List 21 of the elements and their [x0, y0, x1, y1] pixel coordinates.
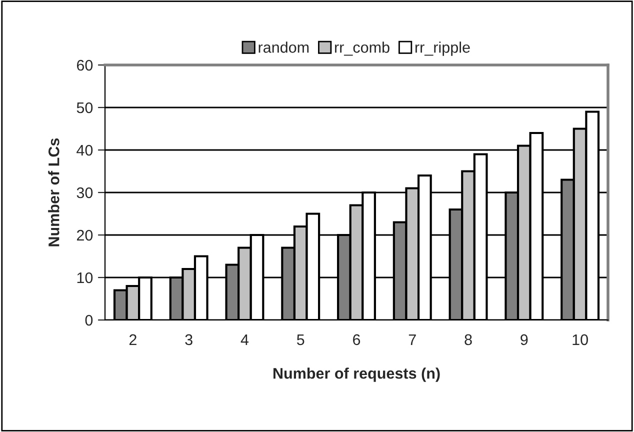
x-tick-label: 3: [185, 334, 192, 346]
y-tick-label: 50: [76, 102, 93, 114]
y-tick-label: 10: [77, 272, 93, 284]
x-tick-label: 7: [408, 334, 416, 345]
y-tick-label: 20: [76, 230, 93, 241]
x-tick-label: 10: [572, 334, 588, 346]
x-tick-label: 9: [520, 334, 528, 346]
x-tick-label: 4: [240, 334, 249, 345]
legend-label: random: [258, 42, 309, 53]
x-tick-label: 6: [353, 334, 360, 346]
legend-label: rr_ripple: [415, 42, 470, 56]
y-tick-label: 30: [76, 187, 93, 198]
legend-label: rr_comb: [335, 42, 390, 56]
x-tick-label: 5: [296, 334, 304, 346]
y-axis-title: Number of LCs: [48, 138, 60, 246]
x-tick-label: 8: [464, 334, 472, 346]
x-axis-title: Number of requests (n): [273, 368, 440, 382]
x-tick-label: 2: [129, 334, 136, 345]
y-tick-label: 60: [76, 60, 93, 71]
y-tick-label: 40: [76, 144, 93, 156]
y-tick-label: 0: [85, 314, 93, 326]
